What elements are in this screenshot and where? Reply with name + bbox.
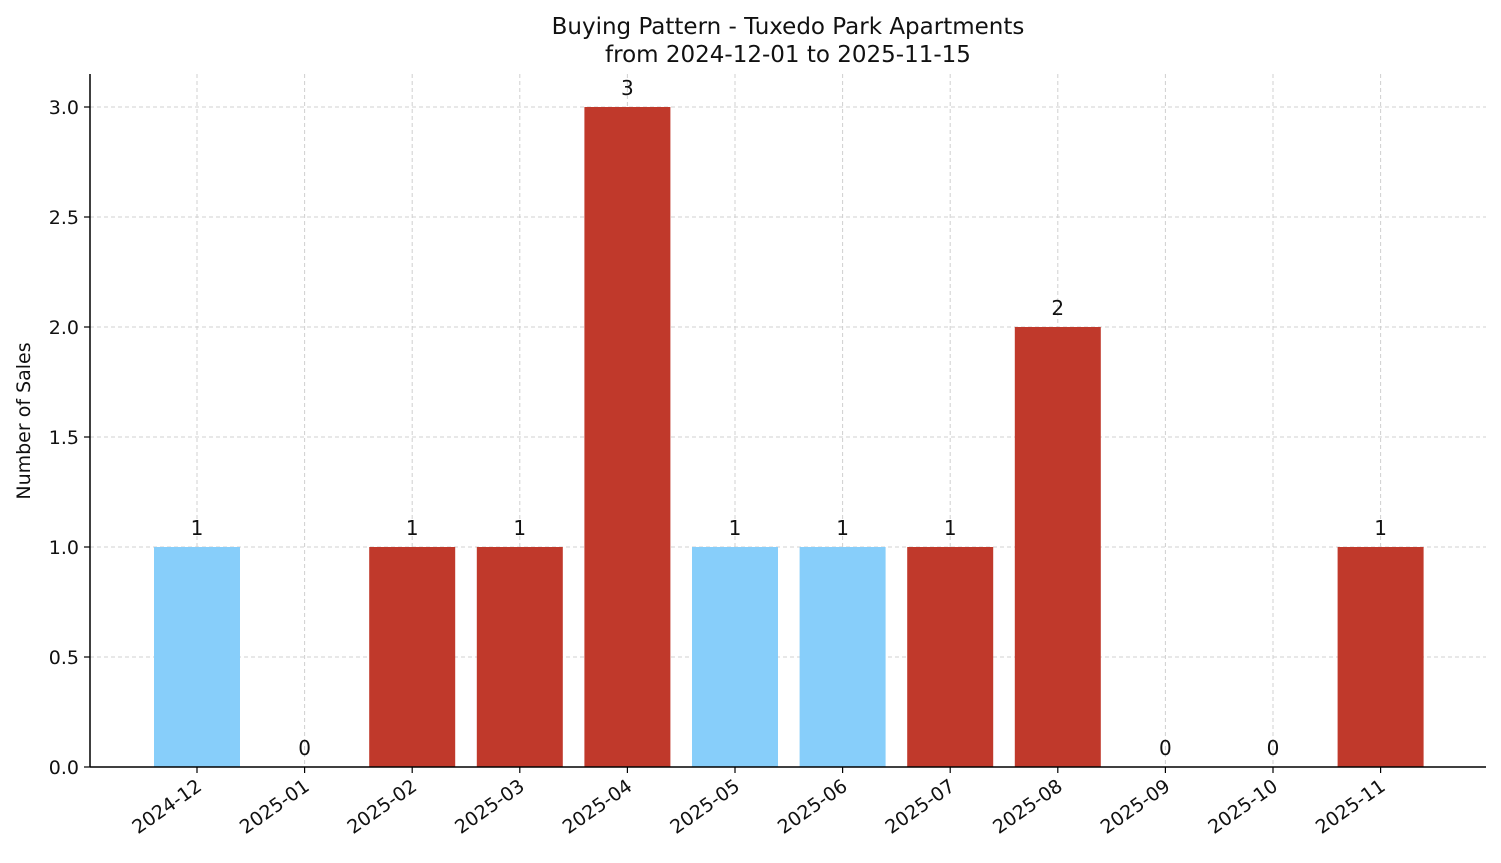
data-label: 0 <box>1159 736 1172 760</box>
x-tick-label: 2025-10 <box>1204 775 1282 839</box>
data-label: 1 <box>944 516 957 540</box>
x-tick-label: 2025-11 <box>1312 775 1390 839</box>
data-label: 0 <box>1267 736 1280 760</box>
y-tick-label: 3.0 <box>49 97 79 119</box>
grid-layer <box>90 74 1486 768</box>
bar <box>1337 547 1424 767</box>
x-tick-label: 2025-02 <box>343 775 421 839</box>
data-label: 3 <box>621 76 634 100</box>
y-axis-label: Number of Sales <box>13 342 35 499</box>
data-label: 1 <box>191 516 204 540</box>
x-tick-label: 2025-01 <box>236 775 314 839</box>
axes-layer <box>84 74 1486 773</box>
data-label: 1 <box>406 516 419 540</box>
x-tick-label: 2024-12 <box>128 775 206 839</box>
x-tick-label: 2025-08 <box>989 775 1067 839</box>
x-tick-label: 2025-07 <box>881 775 959 839</box>
bar <box>1014 327 1101 767</box>
data-label: 1 <box>836 516 849 540</box>
bar <box>692 547 778 767</box>
bar <box>369 547 456 767</box>
data-label: 1 <box>729 516 742 540</box>
bar <box>476 547 563 767</box>
bar <box>799 547 886 767</box>
data-label: 2 <box>1051 296 1064 320</box>
x-tick-label: 2025-06 <box>774 775 852 839</box>
x-tick-label: 2025-05 <box>666 775 744 839</box>
chart-subtitle: from 2024-12-01 to 2025-11-15 <box>605 42 971 68</box>
y-tick-label: 1.5 <box>49 427 79 449</box>
y-tick-label: 0.0 <box>49 757 79 779</box>
bars-layer <box>154 107 1424 767</box>
y-tick-label: 2.0 <box>49 317 79 339</box>
x-tick-label: 2025-04 <box>559 775 637 839</box>
chart-title: Buying Pattern - Tuxedo Park Apartments <box>552 14 1025 40</box>
data-label: 1 <box>1374 516 1387 540</box>
x-tick-label: 2025-03 <box>451 775 529 839</box>
x-tick-label: 2025-09 <box>1097 775 1175 839</box>
bar <box>584 107 671 767</box>
data-label: 1 <box>513 516 526 540</box>
bar <box>907 547 994 767</box>
bar <box>154 547 240 767</box>
y-tick-label: 1.0 <box>49 537 79 559</box>
y-tick-label: 2.5 <box>49 207 79 229</box>
y-tick-label: 0.5 <box>49 647 79 669</box>
data-label: 0 <box>298 736 311 760</box>
